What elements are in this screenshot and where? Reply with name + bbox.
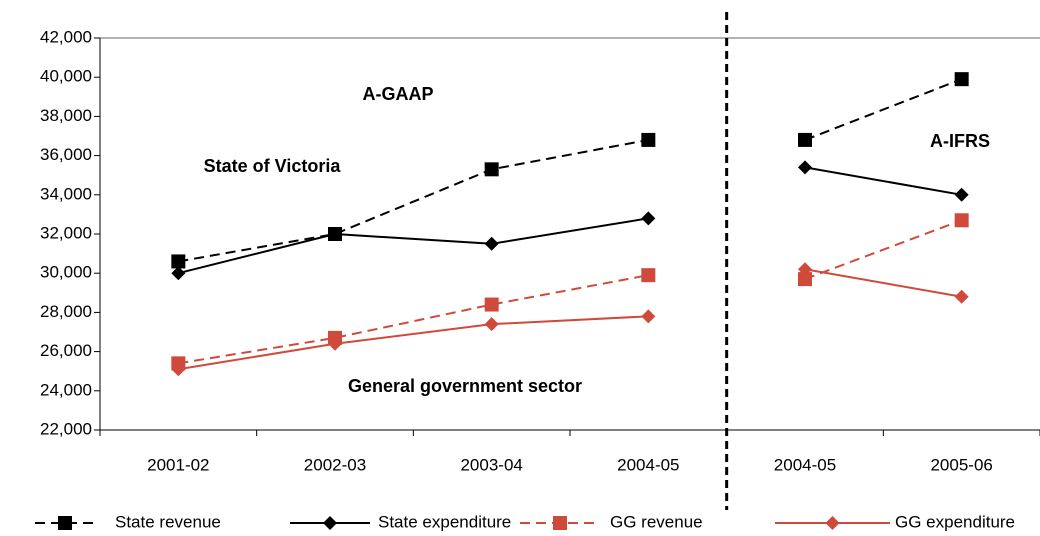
marker [954,72,969,87]
marker [798,262,812,277]
marker [641,309,656,324]
x-tick-label: 2003-04 [460,455,522,474]
series-line [804,166,962,196]
y-tick-label: 40,000 [40,67,92,86]
marker [798,160,812,175]
legend-marker [323,516,337,530]
annotation: A-GAAP [363,84,434,104]
legend-label: GG revenue [610,512,703,531]
y-tick-label: 32,000 [40,223,92,242]
series-line [804,268,962,298]
annotation: State of Victoria [204,156,342,176]
legend-label: GG expenditure [895,512,1015,531]
marker [171,254,186,269]
x-tick-label: 2005-06 [930,455,992,474]
series-line [804,219,963,281]
y-tick-label: 22,000 [40,419,92,438]
y-tick-label: 38,000 [40,106,92,125]
marker [641,211,656,226]
y-tick-label: 24,000 [40,380,92,399]
marker [484,297,499,312]
series-line [178,315,649,371]
x-tick-label: 2002-03 [304,455,366,474]
y-tick-label: 28,000 [40,302,92,321]
legend-label: State revenue [115,512,221,531]
legend-marker [58,516,72,530]
marker [798,132,812,147]
marker [641,268,656,283]
series-line [804,78,963,141]
marker [328,336,342,351]
legend-marker [825,516,840,530]
marker [954,289,969,304]
marker [484,236,499,251]
y-tick-label: 34,000 [40,184,92,203]
series-line [178,138,649,263]
y-tick-label: 42,000 [40,27,92,46]
legend-marker [553,516,567,530]
series-line [178,217,649,275]
marker [484,162,499,177]
x-tick-label: 2004-05 [774,455,836,474]
annotation: A-IFRS [930,131,990,151]
marker [171,266,186,281]
legend-label: State expenditure [378,512,511,531]
annotation: General government sector [348,376,582,396]
marker [328,227,342,241]
marker [641,132,656,147]
marker [484,317,499,332]
marker [171,362,186,377]
marker [798,272,812,287]
marker [954,187,969,202]
y-tick-label: 30,000 [40,263,92,282]
marker [954,213,969,228]
y-tick-label: 26,000 [40,341,92,360]
x-tick-label: 2004-05 [617,455,679,474]
y-tick-label: 36,000 [40,145,92,164]
x-tick-label: 2001-02 [147,455,209,474]
